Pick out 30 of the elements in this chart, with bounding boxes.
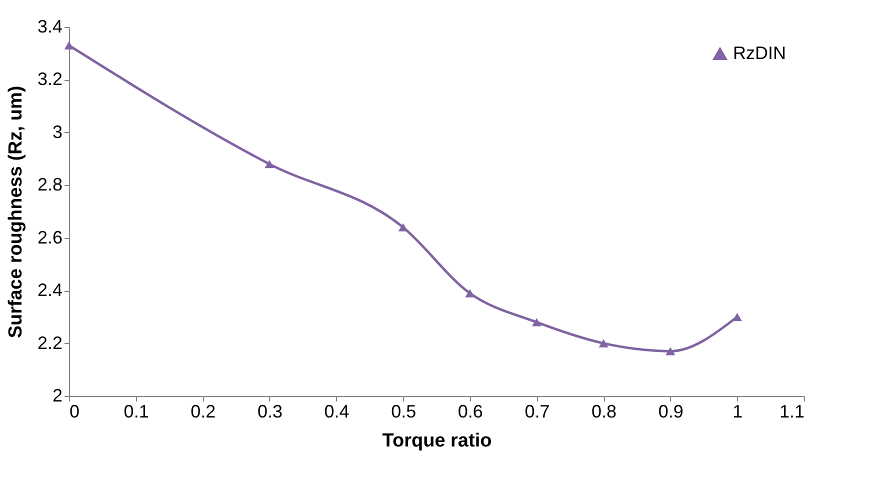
y-tick-label: 2	[52, 386, 62, 406]
x-tick-label: 0.7	[524, 402, 550, 422]
x-tick-label: 0.1	[124, 402, 149, 422]
point	[666, 347, 676, 356]
x-tick-label: 0.2	[190, 402, 216, 422]
x-tick-label: 0.3	[257, 402, 282, 422]
point	[598, 339, 608, 348]
point	[398, 223, 408, 232]
legend-label: RzDIN	[733, 43, 786, 63]
y-tick-label: 2.8	[37, 174, 62, 195]
x-tick-label: 0	[70, 402, 80, 422]
x-tick-label: 1.1	[779, 402, 804, 422]
point	[465, 289, 475, 298]
x-tick-label: 0.6	[458, 402, 483, 422]
point	[64, 41, 74, 50]
x-tick-label: 0.4	[324, 402, 350, 422]
x-tick-label: 0.8	[592, 402, 617, 422]
y-tick-label: 2.2	[37, 332, 62, 353]
point	[532, 318, 542, 326]
x-tick-label: 0.9	[658, 402, 684, 422]
y-tick-label: 2.6	[37, 227, 62, 248]
x-axis-title: Torque ratio	[382, 430, 492, 452]
y-tick-label: 3	[52, 122, 62, 142]
y-axis-title: Surface roughness (Rz, um)	[5, 86, 26, 338]
x-tick-label: 1	[732, 402, 743, 422]
y-tick-label: 3.4	[37, 16, 62, 36]
x-tick-label: 0.5	[391, 402, 416, 422]
y-tick-label: 3.2	[37, 69, 62, 90]
point	[264, 160, 274, 168]
y-tick-label: 2.4	[37, 280, 62, 300]
